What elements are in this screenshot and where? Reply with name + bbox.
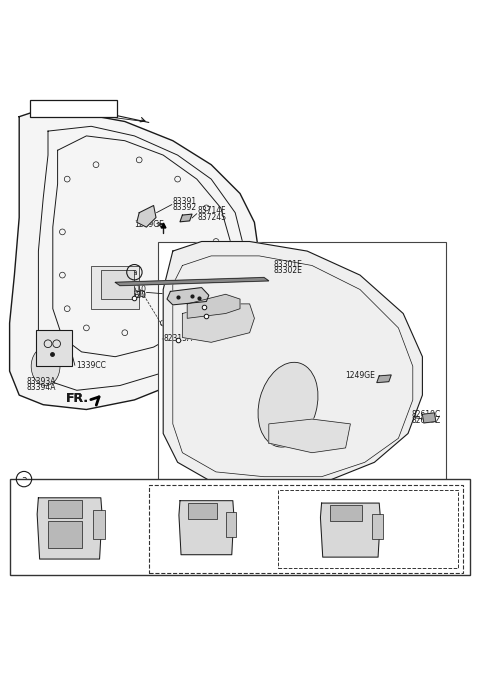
Ellipse shape xyxy=(31,347,60,385)
Polygon shape xyxy=(321,503,380,557)
Polygon shape xyxy=(182,304,254,342)
Polygon shape xyxy=(115,277,269,286)
Text: 83394A: 83394A xyxy=(26,383,56,392)
Bar xyxy=(10,479,470,575)
Text: 83724S: 83724S xyxy=(198,213,227,221)
Text: 83393A: 83393A xyxy=(26,377,56,386)
Text: 93580R: 93580R xyxy=(307,496,337,505)
Text: 1491AD: 1491AD xyxy=(115,290,145,299)
Text: a: a xyxy=(21,475,27,483)
Text: 82620: 82620 xyxy=(122,291,146,300)
Polygon shape xyxy=(137,205,156,227)
Ellipse shape xyxy=(258,362,318,447)
Text: 83391: 83391 xyxy=(173,197,197,206)
Text: 82315A: 82315A xyxy=(163,334,192,344)
Text: 83714F: 83714F xyxy=(198,207,226,215)
Text: 93581F: 93581F xyxy=(41,564,69,572)
Bar xyxy=(278,490,458,568)
Bar xyxy=(330,506,362,521)
Text: 93580R: 93580R xyxy=(166,496,195,505)
FancyBboxPatch shape xyxy=(30,101,117,117)
Polygon shape xyxy=(422,413,436,423)
Text: 82315B: 82315B xyxy=(182,315,212,324)
Text: REF.60-770: REF.60-770 xyxy=(47,105,102,114)
Text: FR.: FR. xyxy=(66,392,89,406)
Polygon shape xyxy=(269,419,350,453)
Bar xyxy=(158,242,446,491)
Bar xyxy=(48,500,82,518)
Text: 93582A: 93582A xyxy=(26,482,56,491)
Text: 1249GE: 1249GE xyxy=(134,220,164,229)
Bar xyxy=(188,503,217,518)
Bar xyxy=(101,270,134,299)
Text: 1249GE: 1249GE xyxy=(346,371,375,381)
Text: FR.: FR. xyxy=(66,392,89,406)
Text: REF.60-770: REF.60-770 xyxy=(46,104,101,113)
Text: 1339CC: 1339CC xyxy=(76,361,106,370)
Polygon shape xyxy=(37,498,102,559)
Text: (W/SEAT WARMER): (W/SEAT WARMER) xyxy=(298,484,378,493)
Polygon shape xyxy=(187,294,240,319)
Text: 93580L: 93580L xyxy=(166,491,194,500)
Polygon shape xyxy=(167,288,209,305)
Bar xyxy=(48,522,82,548)
Polygon shape xyxy=(180,214,192,222)
Text: 1249LB: 1249LB xyxy=(178,296,206,304)
Text: 82610: 82610 xyxy=(122,285,146,294)
Text: 93580A: 93580A xyxy=(307,491,336,500)
Bar xyxy=(227,512,236,537)
Polygon shape xyxy=(377,375,391,383)
Text: 93582B: 93582B xyxy=(26,487,56,497)
Polygon shape xyxy=(179,501,234,555)
Text: 83302E: 83302E xyxy=(274,266,302,275)
Bar xyxy=(93,510,105,539)
Text: 83301E: 83301E xyxy=(274,260,302,269)
Text: 83392: 83392 xyxy=(173,203,197,213)
Bar xyxy=(91,265,139,308)
Text: 83231: 83231 xyxy=(106,273,130,282)
Text: 1249JM: 1249JM xyxy=(188,302,216,311)
Text: 82619Z: 82619Z xyxy=(412,416,441,425)
Text: (121020-130117): (121020-130117) xyxy=(175,479,245,488)
Bar xyxy=(149,485,463,572)
Polygon shape xyxy=(10,112,259,410)
Text: a: a xyxy=(132,268,137,277)
Bar xyxy=(36,330,72,367)
Bar xyxy=(372,514,383,539)
Polygon shape xyxy=(163,242,422,486)
Text: 82619C: 82619C xyxy=(412,410,441,418)
Text: 83241: 83241 xyxy=(106,279,130,288)
